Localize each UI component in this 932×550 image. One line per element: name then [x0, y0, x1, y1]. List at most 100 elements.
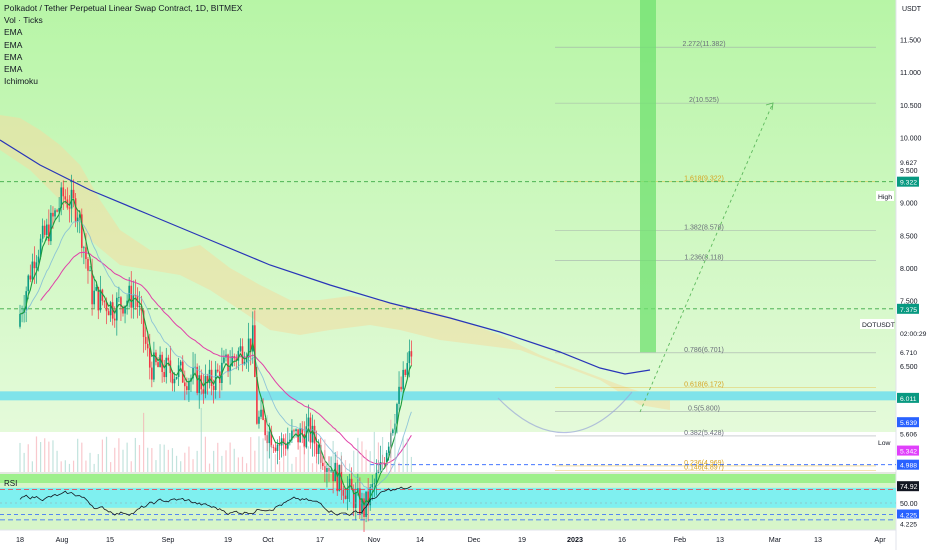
volume-bar [386, 462, 388, 472]
volume-bar [143, 412, 145, 472]
fib-level-label: 1.382(8.578) [684, 224, 724, 231]
candle-body [56, 210, 58, 212]
candle-body [301, 428, 304, 435]
volume-bar [208, 463, 211, 472]
price-label-text: 5.606 [900, 431, 917, 438]
volume-bar [196, 450, 198, 472]
indicator-ema-1[interactable]: EMA [4, 27, 23, 38]
volume-bar [114, 447, 116, 472]
candle-body [54, 210, 56, 217]
support-zone [0, 487, 896, 508]
price-tick-label: 10.500 [900, 103, 922, 110]
volume-bar [19, 442, 21, 472]
price-label-text: 5.342 [900, 449, 917, 456]
volume-bar [262, 438, 264, 472]
volume-bar [221, 455, 223, 472]
candle-body [68, 207, 71, 209]
price-tick-label: 8.500 [900, 233, 918, 240]
volume-bar [250, 437, 252, 472]
volume-bar [40, 441, 42, 472]
volume-bar [340, 452, 342, 472]
price-label-tag [897, 303, 919, 314]
projection-arrow-line [639, 104, 773, 413]
fib-level-label: 0.5(5.800) [688, 406, 720, 413]
candle-body [120, 297, 122, 307]
candle-body [348, 478, 351, 488]
candle-body [212, 386, 215, 391]
price-label-text: 9.322 [900, 180, 917, 187]
volume-bar [357, 437, 359, 472]
price-label-tag [897, 176, 919, 187]
indicator-ema-2[interactable]: EMA [4, 39, 23, 50]
candle-body [153, 352, 155, 380]
volume-bar [229, 442, 231, 472]
candle-body [146, 343, 149, 349]
fib-level-label: 0.236(4.969) [684, 460, 724, 467]
candle-body [357, 488, 359, 492]
candle-body [85, 247, 87, 260]
candle-body [410, 351, 413, 357]
candle-body [188, 381, 190, 391]
volume-bar [266, 415, 268, 472]
volume-bar [311, 463, 314, 472]
candle-body [101, 289, 104, 301]
candle-body [206, 376, 209, 384]
candle-body [363, 498, 365, 517]
candle-body [359, 488, 361, 515]
candle-body [289, 439, 291, 442]
fib-level-label: 0.786(6.701) [684, 347, 724, 354]
price-label-text: 02:00:29 [900, 331, 927, 338]
price-label-text: 6.710 [900, 350, 917, 357]
candle-body [402, 369, 404, 390]
candle-body [208, 369, 211, 384]
volume-bar [118, 438, 120, 472]
candle-body [330, 470, 332, 472]
fib-level-label: 0.146(4.897) [684, 465, 724, 472]
volume-bar [159, 444, 161, 472]
volume-bar [254, 450, 256, 472]
volume-bar [390, 419, 392, 472]
indicator-ema-3[interactable]: EMA [4, 51, 23, 62]
rsi-value-tag [897, 481, 919, 492]
indicator-ichimoku[interactable]: Ichimoku [4, 76, 39, 87]
price-label-tag [897, 459, 919, 470]
volume-bar [316, 456, 318, 472]
candles [19, 174, 413, 533]
volume-bar [320, 443, 322, 472]
price-label-tag [897, 509, 919, 520]
candle-body [350, 478, 353, 490]
candle-body [19, 313, 21, 327]
candle-body [81, 214, 83, 248]
resistance-zone [0, 391, 896, 401]
candle-body [262, 409, 264, 420]
volume-bar [406, 438, 408, 472]
indicator-ema-4[interactable]: EMA [4, 64, 23, 75]
price-label-tag [897, 417, 919, 428]
volume-bar [377, 442, 380, 472]
candle-body [99, 289, 102, 311]
price-label-text: DOTUSDT [862, 322, 895, 329]
candle-body [134, 295, 137, 297]
time-axis-label: Dec [468, 535, 481, 544]
candle-body [76, 217, 79, 222]
candle-body [93, 290, 95, 305]
candle-body [219, 371, 221, 384]
candle-body [64, 196, 67, 200]
candle-body [103, 300, 106, 303]
volume-bar [398, 462, 400, 472]
candle-body [243, 361, 246, 364]
candle-body [361, 498, 363, 515]
candle-body [247, 338, 250, 358]
symbol-title[interactable]: Polkadot / Tether Perpetual Linear Swap … [4, 3, 243, 13]
ema-long-line [0, 139, 651, 375]
volume-bar [258, 436, 260, 472]
volume-bar [373, 431, 375, 472]
indicator-volume[interactable]: Vol · Ticks [4, 15, 43, 26]
candle-body [151, 367, 153, 380]
candle-body [186, 386, 188, 391]
volume-bar [237, 457, 239, 472]
candle-body [379, 461, 382, 470]
volume-bar [31, 461, 33, 472]
